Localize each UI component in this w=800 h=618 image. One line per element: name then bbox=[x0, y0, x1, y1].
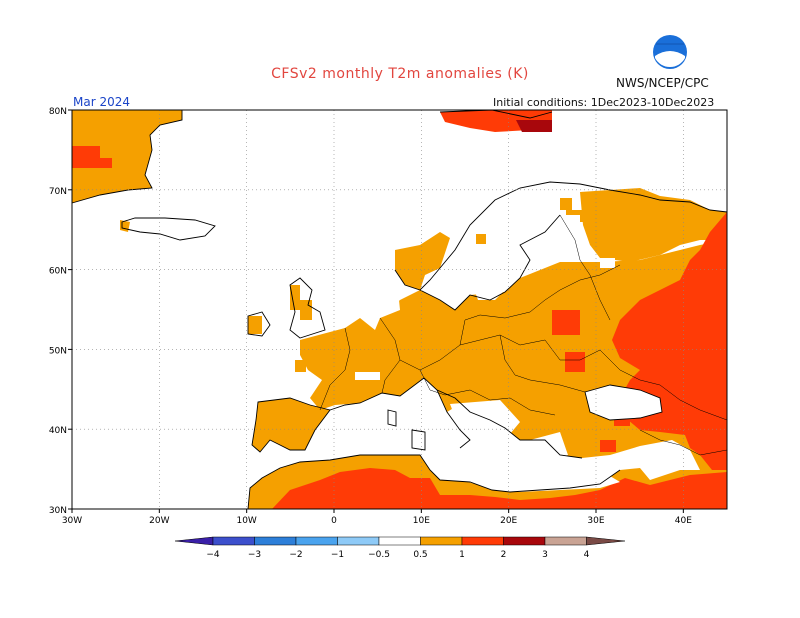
colorbar-swatch bbox=[254, 536, 297, 546]
map-title: CFSv2 monthly T2m anomalies (K) bbox=[271, 66, 529, 82]
colorbar-tick-label: −1 bbox=[331, 550, 344, 560]
noaa-logo bbox=[653, 35, 687, 69]
colorbar-max-arrow bbox=[586, 536, 626, 546]
anomaly-north-africa-warm bbox=[272, 468, 727, 509]
colorbar-swatch bbox=[212, 536, 255, 546]
colorbar-swatch bbox=[378, 536, 421, 546]
colorbar-tick-label: −0.5 bbox=[368, 550, 390, 560]
lat-label: 40N bbox=[49, 426, 67, 436]
seas bbox=[300, 230, 662, 492]
colorbar-swatch bbox=[420, 536, 463, 546]
colorbar-tick-label: −4 bbox=[206, 550, 220, 560]
lon-label: 0 bbox=[331, 516, 337, 526]
colorbar-min-arrow bbox=[174, 536, 214, 546]
anomaly-svalbard-east bbox=[516, 120, 552, 132]
colorbar-tick-label: 3 bbox=[542, 550, 548, 560]
agency-label: NWS/NCEP/CPC bbox=[616, 76, 709, 90]
lon-label: 30E bbox=[587, 516, 604, 526]
colorbar-tick-label: 0.5 bbox=[413, 550, 427, 560]
colorbar-swatch bbox=[503, 536, 546, 546]
country-borders bbox=[319, 214, 728, 456]
longitude-labels: 30W 20W 10W 0 10E 20E 30E 40E bbox=[62, 509, 692, 526]
forecast-month: Mar 2024 bbox=[73, 95, 130, 109]
lon-label: 20E bbox=[500, 516, 517, 526]
colorbar-swatch bbox=[544, 536, 587, 546]
colorbar-legend: −4 −3 −2 −1 −0.5 0.5 1 2 3 4 bbox=[174, 536, 626, 560]
colorbar-swatch bbox=[295, 536, 338, 546]
colorbar-tick-label: −2 bbox=[289, 550, 302, 560]
colorbar-tick-label: 2 bbox=[501, 550, 507, 560]
colorbar-tick-label: 4 bbox=[584, 550, 590, 560]
colorbar-swatch bbox=[337, 536, 380, 546]
black-sea bbox=[585, 385, 662, 420]
anomaly-greenland-warm bbox=[72, 146, 100, 168]
north-sea bbox=[330, 265, 400, 318]
lat-label: 60N bbox=[49, 267, 67, 277]
graticule bbox=[72, 110, 727, 509]
anomaly-regions bbox=[72, 110, 727, 509]
baltic bbox=[470, 230, 530, 300]
anomaly-greenland bbox=[72, 110, 182, 203]
lon-label: 40E bbox=[675, 516, 692, 526]
colorbar-tick-label: −3 bbox=[248, 550, 261, 560]
mediterranean bbox=[300, 425, 620, 492]
lat-label: 50N bbox=[49, 346, 67, 356]
lat-label: 70N bbox=[49, 187, 67, 197]
lat-label: 30N bbox=[49, 506, 67, 516]
initial-conditions: Initial conditions: 1Dec2023-10Dec2023 bbox=[493, 96, 715, 109]
lon-label: 10E bbox=[413, 516, 430, 526]
lon-label: 30W bbox=[62, 516, 82, 526]
lon-label: 20W bbox=[149, 516, 169, 526]
lat-label: 80N bbox=[49, 107, 67, 117]
latitude-labels: 30N 40N 50N 60N 70N 80N bbox=[49, 107, 72, 516]
lon-label: 10W bbox=[236, 516, 256, 526]
colorbar-swatch bbox=[461, 536, 504, 546]
colorbar-tick-label: 1 bbox=[459, 550, 465, 560]
